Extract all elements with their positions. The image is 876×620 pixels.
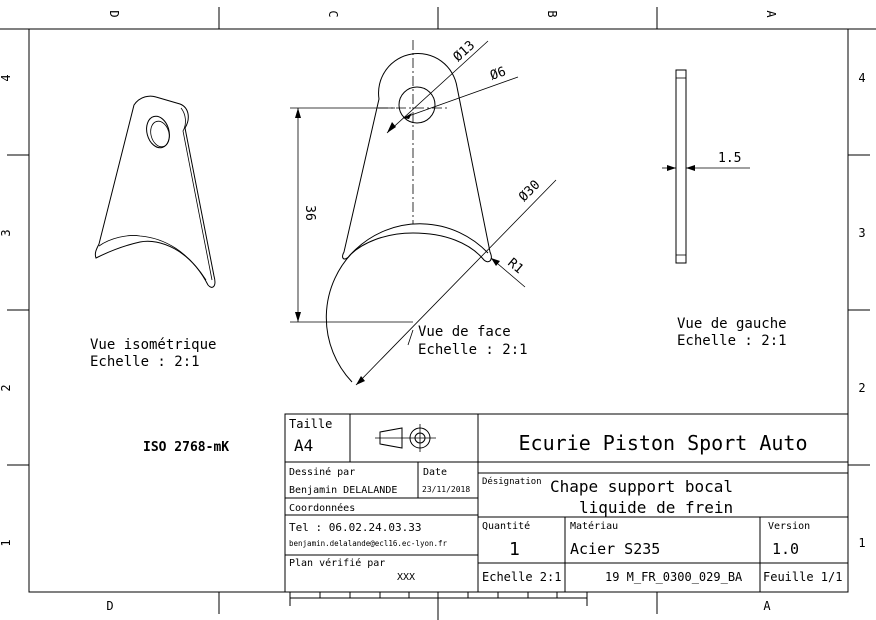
zone-col-bottom-a: A xyxy=(763,599,771,613)
sheet-number: Feuille 1/1 xyxy=(763,570,842,584)
dim-d30: Ø30 xyxy=(516,178,543,205)
zone-ticks xyxy=(7,7,870,620)
designation-label: Désignation xyxy=(482,476,542,487)
zone-row-left-3: 3 xyxy=(0,229,13,236)
drawn-by-label: Dessiné par xyxy=(289,466,355,478)
zone-row-right-1: 1 xyxy=(858,536,865,550)
material-value: Acier S235 xyxy=(570,540,660,558)
designation-line2: liquide de frein xyxy=(579,498,733,517)
projection-symbol-icon xyxy=(375,424,436,452)
dim-d13: Ø13 xyxy=(451,38,478,65)
zone-col-top-a: A xyxy=(764,10,778,18)
zone-row-right-3: 3 xyxy=(858,226,865,240)
front-view-scale: Echelle : 2:1 xyxy=(418,342,528,358)
zone-row-left-1: 1 xyxy=(0,539,13,546)
designation-line1: Chape support bocal xyxy=(550,477,733,496)
quantity-value: 1 xyxy=(509,539,520,560)
isometric-view xyxy=(94,95,216,288)
zone-row-left-2: 2 xyxy=(0,384,13,391)
zone-col-top-c: C xyxy=(326,10,340,17)
plan-verified-label: Plan vérifié par xyxy=(289,557,385,569)
zone-col-top-b: B xyxy=(545,10,559,17)
zone-col-top-d: D xyxy=(107,10,121,17)
scale-bar xyxy=(289,592,588,606)
plan-verified-value: XXX xyxy=(397,572,415,583)
iso-view-scale: Echelle : 2:1 xyxy=(90,354,200,370)
tolerance-note: ISO 2768-mK xyxy=(143,440,229,455)
left-view xyxy=(662,69,750,264)
email: benjamin.delalande@ecl16.ec-lyon.fr xyxy=(289,539,448,548)
reference: 19 M_FR_0300_029_BA xyxy=(605,570,743,584)
quantity-label: Quantité xyxy=(482,520,530,532)
left-view-scale: Echelle : 2:1 xyxy=(677,333,787,349)
zone-row-left-4: 4 xyxy=(0,74,13,81)
size-label: Taille xyxy=(289,417,332,431)
zone-row-right-2: 2 xyxy=(858,381,865,395)
coords-label: Coordonnées xyxy=(289,502,355,514)
iso-view-title: Vue isométrique xyxy=(90,337,216,353)
tel: Tel : 06.02.24.03.33 xyxy=(289,521,421,534)
date-label: Date xyxy=(423,467,447,478)
material-label: Matériau xyxy=(570,520,618,532)
drawn-by-value: Benjamin DELALANDE xyxy=(289,485,397,496)
front-view-title: Vue de face xyxy=(418,324,511,340)
dim-h36: 36 xyxy=(302,205,317,221)
scale-value: Echelle 2:1 xyxy=(482,570,561,584)
zone-col-bottom-d: D xyxy=(106,599,113,613)
date-value: 23/11/2018 xyxy=(422,485,470,494)
version-value: 1.0 xyxy=(772,540,799,558)
version-label: Version xyxy=(768,521,810,532)
company-name: Ecurie Piston Sport Auto xyxy=(519,431,808,455)
left-view-title: Vue de gauche xyxy=(677,316,787,332)
dim-r1: R1 xyxy=(504,256,526,278)
size-value: A4 xyxy=(294,436,313,455)
title-block-frame xyxy=(284,413,849,593)
dim-t15: 1.5 xyxy=(718,151,741,166)
zone-row-right-4: 4 xyxy=(858,71,865,85)
dim-d6: Ø6 xyxy=(488,64,508,83)
front-view xyxy=(290,40,557,386)
